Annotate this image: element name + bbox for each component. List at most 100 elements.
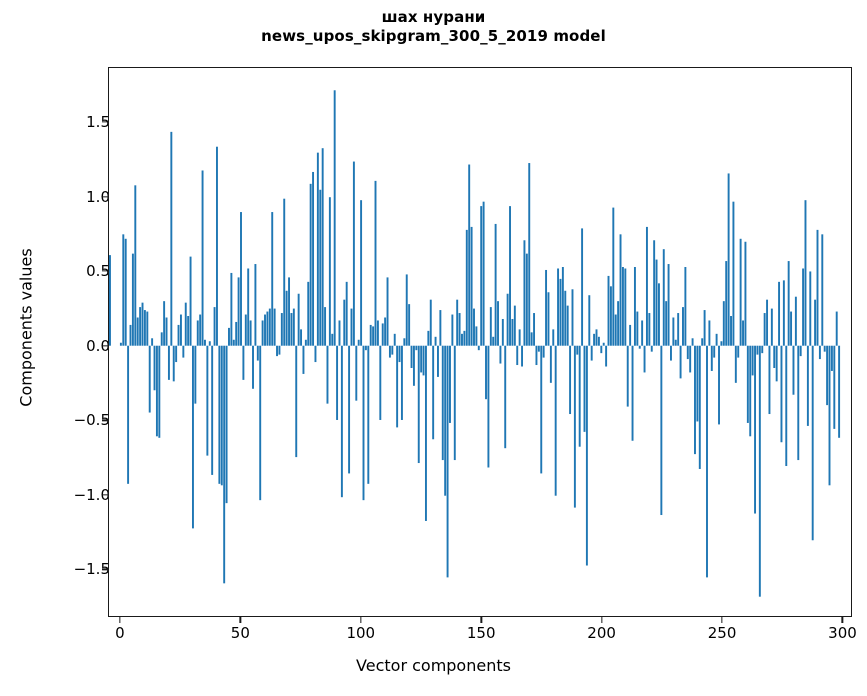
x-tick-label: 50 (230, 624, 250, 642)
bar (706, 345, 708, 578)
bar (530, 332, 533, 346)
bar (665, 301, 668, 346)
y-tick-label: −0.5 (73, 411, 110, 430)
x-tick-mark (119, 617, 121, 623)
bar (153, 345, 156, 391)
bar (410, 345, 413, 368)
bar (386, 277, 389, 346)
bar (746, 345, 749, 423)
bar (734, 345, 737, 383)
bar (422, 345, 425, 376)
bar (141, 302, 144, 346)
bar (417, 345, 420, 464)
bar (674, 339, 677, 346)
x-tick-mark (239, 617, 241, 623)
bar (199, 314, 202, 346)
bar (501, 318, 504, 346)
bar (557, 268, 560, 346)
bar (802, 268, 805, 346)
bar (208, 341, 211, 346)
bar (605, 345, 608, 367)
bar (461, 333, 463, 346)
bar (535, 345, 538, 366)
bar (230, 272, 233, 346)
bar (223, 345, 226, 584)
bar (806, 345, 809, 426)
bar (249, 320, 252, 346)
bar (686, 345, 689, 360)
x-tick-label: 0 (115, 624, 125, 642)
bar (780, 345, 783, 443)
bar (720, 341, 723, 346)
bar (830, 345, 833, 371)
bar (682, 307, 684, 346)
bar (754, 345, 757, 514)
bar (220, 345, 223, 486)
bar (600, 345, 603, 354)
bar (362, 345, 365, 501)
bar (475, 326, 478, 346)
bar (667, 264, 670, 346)
bar (163, 301, 166, 346)
y-tick-label: −1.0 (73, 485, 110, 504)
bar (256, 345, 259, 361)
bar (818, 345, 821, 360)
bar (521, 345, 524, 367)
bar (204, 339, 206, 346)
bar (155, 345, 158, 437)
bar (537, 345, 540, 352)
y-tick-mark (102, 568, 108, 570)
bar (158, 345, 161, 438)
bar (343, 299, 346, 346)
bar (609, 286, 612, 346)
bar (739, 238, 742, 346)
bar (148, 345, 151, 413)
bar (617, 301, 620, 346)
bar (761, 345, 764, 354)
bar (485, 345, 487, 400)
bar (364, 345, 367, 351)
bar (288, 277, 291, 346)
bar (160, 332, 163, 346)
bar (237, 277, 240, 346)
bar (136, 317, 139, 346)
bar (381, 323, 384, 346)
chart-title-line-1: шах нурани (381, 8, 486, 26)
bar (283, 198, 286, 346)
bar (552, 329, 555, 346)
bar (182, 345, 185, 358)
y-tick-mark (102, 270, 108, 272)
bar (437, 345, 439, 377)
bar (612, 207, 615, 346)
bar (309, 183, 312, 346)
bar (218, 345, 221, 484)
bar (429, 299, 432, 346)
bar (259, 345, 262, 501)
bar (254, 264, 257, 346)
bar (300, 329, 303, 346)
bar (247, 268, 250, 346)
bar (480, 206, 483, 346)
bar (261, 320, 264, 346)
bar (470, 226, 473, 346)
bar (492, 336, 495, 346)
bar (439, 310, 442, 346)
bar (744, 241, 747, 346)
y-tick-mark (102, 494, 108, 496)
bar (206, 345, 209, 456)
bar (367, 345, 370, 484)
bar (778, 281, 781, 346)
bar (583, 345, 586, 432)
bar (319, 189, 322, 346)
bar (650, 345, 653, 352)
bar (441, 345, 444, 461)
bar (175, 345, 178, 363)
bar (823, 345, 826, 352)
bar (415, 345, 418, 351)
bar (775, 345, 778, 382)
bar (201, 170, 204, 346)
x-tick-label: 200 (587, 624, 616, 642)
bar (184, 302, 187, 346)
bar (573, 345, 576, 508)
bar (336, 345, 339, 420)
